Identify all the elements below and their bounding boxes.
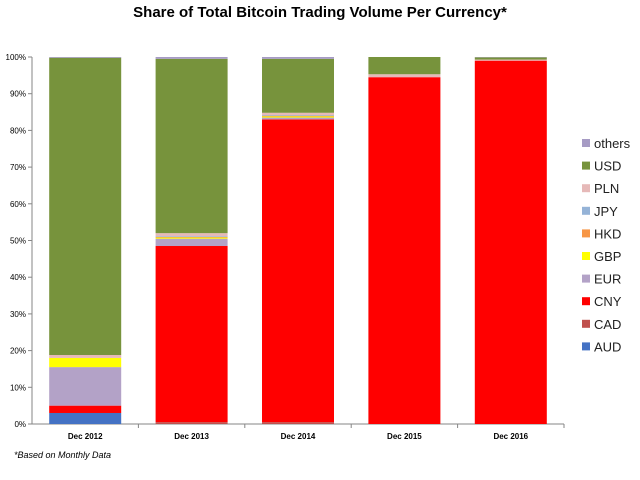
- y-tick-label: 100%: [6, 53, 26, 62]
- legend-swatch-cny: [582, 297, 590, 306]
- bar-segment-eur: [262, 117, 334, 120]
- bar-segment-eur: [49, 367, 122, 406]
- bar-segment-others: [262, 57, 334, 59]
- y-tick-label: 40%: [10, 273, 26, 282]
- bar-segment-hkd: [155, 236, 228, 238]
- bar-segment-pln: [49, 355, 122, 358]
- legend-swatch-gbp: [582, 252, 590, 260]
- legend-swatch-others: [582, 139, 590, 147]
- bar-segment-cad: [155, 422, 228, 424]
- bar-segment-pln: [155, 233, 228, 237]
- bar-segment-pln: [368, 74, 441, 78]
- y-tick-label: 20%: [10, 347, 26, 356]
- bar-segment-gbp: [155, 237, 228, 239]
- bar-segment-usd: [49, 57, 122, 356]
- legend-label-pln: PLN: [594, 181, 619, 196]
- x-category-label: Dec 2016: [493, 432, 528, 441]
- legend-label-cny: CNY: [594, 294, 622, 309]
- bar-segment-gbp: [262, 116, 334, 118]
- legend-label-others: others: [594, 136, 631, 151]
- footnote: *Based on Monthly Data: [14, 450, 112, 460]
- bar-segment-cny: [155, 246, 228, 423]
- x-category-label: Dec 2012: [68, 432, 103, 441]
- x-category-label: Dec 2015: [387, 432, 422, 441]
- y-tick-label: 30%: [10, 310, 26, 319]
- legend-label-cad: CAD: [594, 317, 621, 332]
- bar-segment-hkd: [262, 115, 334, 117]
- y-tick-label: 70%: [10, 163, 26, 172]
- legend-swatch-usd: [582, 161, 590, 170]
- legend-swatch-eur: [582, 274, 590, 283]
- x-category-label: Dec 2013: [174, 432, 209, 441]
- legend: others USD PLN JPY HKD GBP EUR CNY CAD AUD: [582, 136, 631, 354]
- y-tick-label: 90%: [10, 90, 26, 99]
- bar-segment-cad: [262, 422, 334, 424]
- bar-segment-usd: [155, 58, 228, 234]
- bar-segment-jpy: [155, 236, 228, 237]
- bar-segment-cny: [49, 405, 122, 413]
- bar-segment-pln: [262, 112, 334, 115]
- chart-title: Share of Total Bitcoin Trading Volume Pe…: [133, 4, 507, 21]
- legend-swatch-hkd: [582, 229, 590, 238]
- bar-segment-aud: [49, 412, 122, 424]
- y-tick-label: 60%: [10, 200, 26, 209]
- bar-segment-cny: [474, 60, 547, 425]
- legend-label-jpy: JPY: [594, 204, 618, 219]
- bar-segment-gbp: [49, 357, 122, 368]
- legend-label-usd: USD: [594, 159, 621, 174]
- x-category-label: Dec 2014: [281, 432, 316, 441]
- bar-segment-usd: [368, 57, 441, 75]
- legend-swatch-cad: [582, 319, 590, 328]
- legend-label-aud: AUD: [594, 339, 621, 354]
- bar-segment-cny: [368, 77, 441, 424]
- bar-segment-others: [155, 57, 228, 59]
- y-tick-label: 50%: [10, 237, 26, 246]
- legend-swatch-aud: [582, 342, 590, 351]
- y-tick-label: 0%: [14, 420, 26, 429]
- bar-segment-usd: [262, 58, 334, 113]
- bar-segment-eur: [155, 238, 228, 247]
- bar-segment-others: [49, 57, 122, 58]
- legend-label-hkd: HKD: [594, 226, 621, 241]
- bars: [49, 57, 547, 425]
- y-tick-label: 80%: [10, 126, 26, 135]
- legend-label-eur: EUR: [594, 272, 621, 287]
- bar-segment-jpy: [262, 114, 334, 116]
- bar-segment-cny: [262, 119, 334, 423]
- legend-swatch-pln: [582, 184, 590, 193]
- legend-label-gbp: GBP: [594, 249, 621, 264]
- bar-segment-usd: [474, 57, 547, 60]
- bar-segment-pln: [474, 59, 547, 61]
- legend-swatch-jpy: [582, 206, 590, 215]
- y-tick-label: 10%: [10, 383, 26, 392]
